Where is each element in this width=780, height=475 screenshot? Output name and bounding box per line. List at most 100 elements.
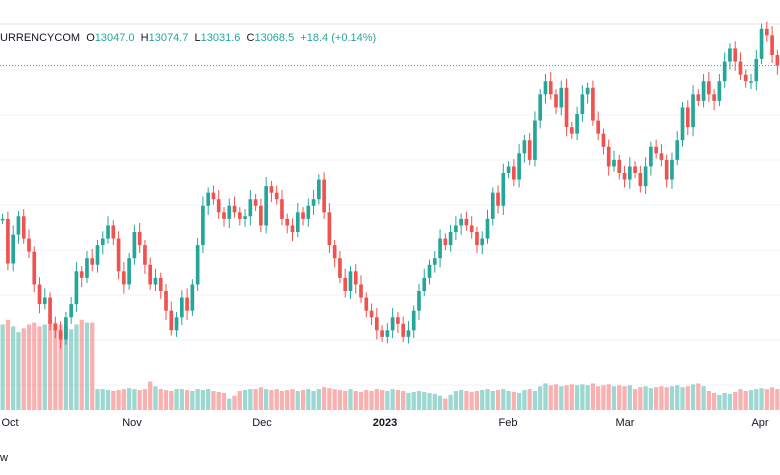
volume-bar xyxy=(300,390,306,410)
volume-bar xyxy=(337,390,343,410)
volume-bar xyxy=(611,386,617,410)
candle-body xyxy=(633,166,637,173)
candle-body xyxy=(469,225,474,232)
x-axis-ticks: Oct Nov Dec 2023 Feb Mar Apr xyxy=(1,417,768,429)
volume-bar xyxy=(221,392,227,410)
candle-body xyxy=(348,271,353,291)
volume-bar xyxy=(163,390,169,410)
volume-bar xyxy=(63,326,69,410)
volume-bar xyxy=(237,391,242,410)
volume-bar xyxy=(137,390,142,410)
x-tick-label: Mar xyxy=(616,417,635,429)
candle-body xyxy=(169,310,174,331)
volume-bar xyxy=(411,391,416,410)
volume-bar xyxy=(285,390,290,410)
volume-bar xyxy=(132,389,137,410)
close-value: 13068.5 xyxy=(254,32,295,44)
volume-bar xyxy=(258,387,264,410)
volume-bar xyxy=(427,392,432,410)
candle-body xyxy=(569,127,574,134)
volume-bar xyxy=(279,391,285,410)
volume-bar xyxy=(638,387,643,410)
candle-body xyxy=(6,218,10,264)
candle-body xyxy=(512,166,516,180)
volume-bar xyxy=(200,390,206,410)
volume-bar xyxy=(21,328,26,410)
volume-bar xyxy=(601,385,606,410)
volume-bar xyxy=(764,389,769,410)
low-label: L xyxy=(194,32,201,44)
candle-body xyxy=(675,140,680,160)
candle-body xyxy=(285,218,290,226)
candle-body xyxy=(48,297,52,324)
candle-body xyxy=(0,218,5,221)
candle-body xyxy=(280,199,284,219)
candle-body xyxy=(243,216,247,219)
volume-bar xyxy=(100,389,105,410)
volume-bar xyxy=(564,385,569,410)
candle-body xyxy=(206,192,211,206)
candle-body xyxy=(227,205,232,219)
candle-body xyxy=(685,107,690,128)
candle-body xyxy=(733,48,738,62)
candle-body xyxy=(485,218,490,239)
candle-body xyxy=(211,192,216,200)
volume-bar xyxy=(295,391,300,410)
candle-body xyxy=(638,173,643,187)
candle-body xyxy=(322,179,326,213)
volume-bar xyxy=(142,389,148,410)
volume-bar xyxy=(53,322,58,410)
candle-body xyxy=(79,271,84,278)
candle-body xyxy=(606,146,611,167)
candle-body xyxy=(643,166,648,187)
candle-body xyxy=(16,216,21,235)
candle-body xyxy=(622,173,627,180)
candle-body xyxy=(743,74,748,82)
candle-body xyxy=(179,297,184,318)
volume-bar xyxy=(264,389,269,410)
candle-body xyxy=(374,317,379,331)
volume-bar xyxy=(316,389,321,410)
candle-body xyxy=(369,310,374,318)
candle-body xyxy=(728,48,732,62)
volume-bar xyxy=(332,389,337,410)
candle-body xyxy=(538,94,543,121)
volume-bar xyxy=(480,390,485,410)
candle-body xyxy=(248,199,253,217)
volume-bar xyxy=(654,387,659,410)
candle-body xyxy=(722,61,727,82)
candle-body xyxy=(385,330,390,337)
volume-bar xyxy=(395,390,401,410)
volume-bar xyxy=(364,390,369,410)
volume-bar xyxy=(353,391,358,410)
volume-bar xyxy=(685,386,690,410)
volume-bar xyxy=(574,385,580,410)
volume-bar xyxy=(58,324,63,410)
volume-bar xyxy=(343,391,348,410)
volume-bar xyxy=(121,389,126,410)
candle-body xyxy=(85,258,89,278)
candle-body xyxy=(754,58,759,82)
ohlc-legend: URRENCYCOM O13047.0 H13074.7 L13031.6 C1… xyxy=(0,32,376,44)
volume-bar xyxy=(148,381,153,410)
candle-body xyxy=(195,245,200,285)
candle-body xyxy=(327,212,332,246)
candle-body xyxy=(664,159,669,180)
volume-bar xyxy=(374,389,379,410)
candle-body xyxy=(306,205,311,219)
x-tick-label: Oct xyxy=(1,417,18,429)
volume-bar xyxy=(69,329,74,410)
volume-bar xyxy=(32,322,37,410)
candle-body xyxy=(338,258,342,278)
volume-bar xyxy=(459,390,464,410)
candle-body xyxy=(564,87,569,128)
candle-body xyxy=(100,238,105,246)
candle-body xyxy=(27,238,31,252)
candle-body xyxy=(654,146,658,154)
candle-body xyxy=(222,212,226,219)
candle-body xyxy=(137,232,142,246)
candle-body xyxy=(701,81,706,101)
volume-bar xyxy=(580,384,585,410)
